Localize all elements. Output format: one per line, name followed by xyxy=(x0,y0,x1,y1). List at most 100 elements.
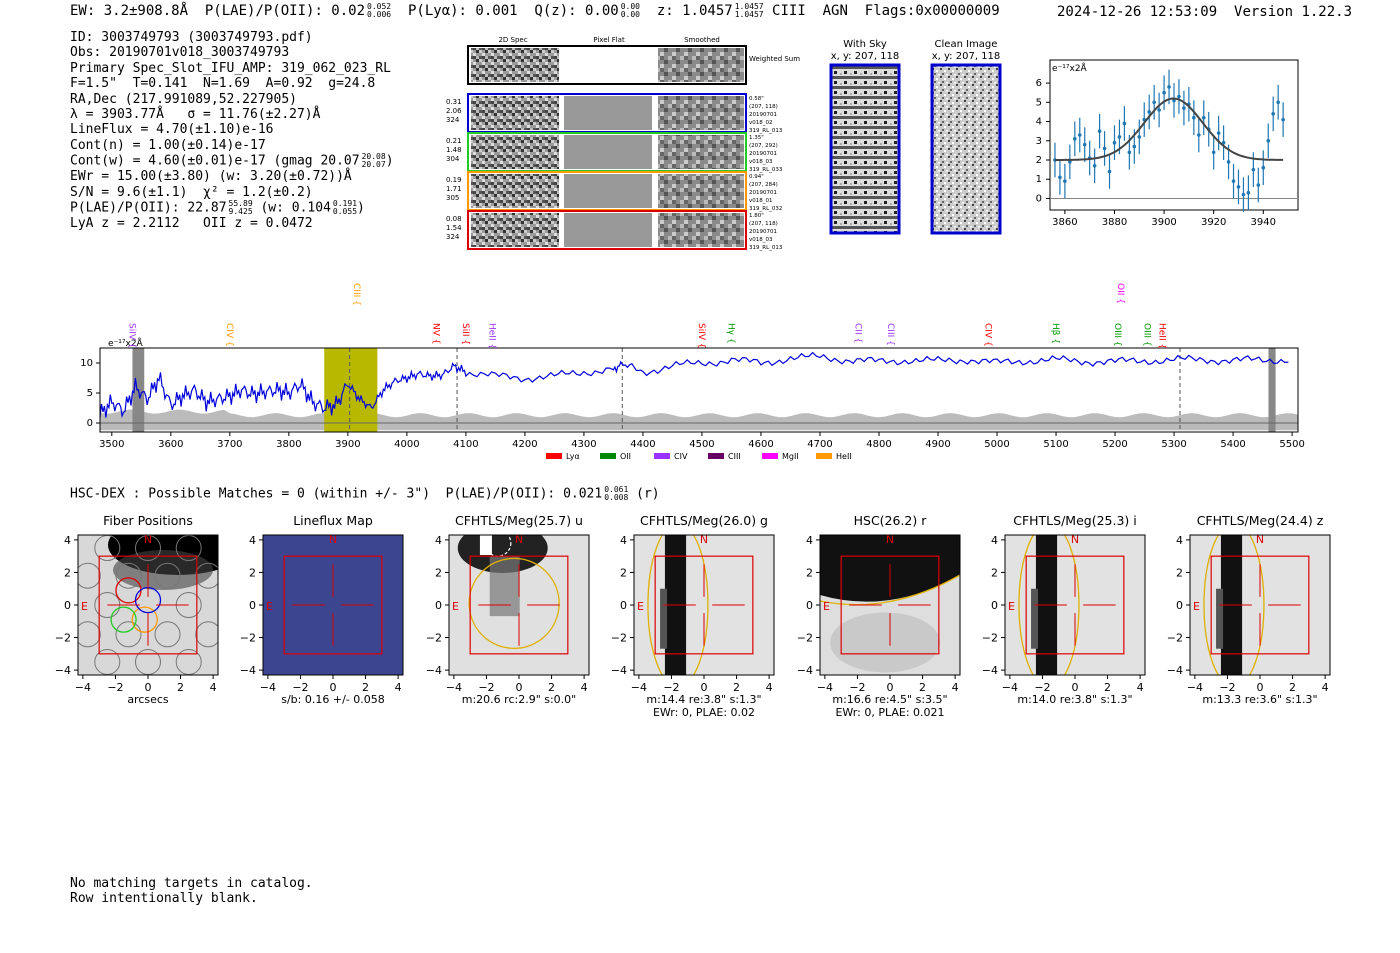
cutout-stat: 1.71 xyxy=(446,185,462,193)
cutout-meta: 20190701 xyxy=(749,229,777,235)
data-point xyxy=(1127,150,1132,155)
panel-xtick: 0 xyxy=(1072,681,1079,694)
panel-lineflux: Lineflux Map N E −4 −4 −2 −2 0 0 2 2 4 4 s/b: 0.16 +/… xyxy=(240,513,404,706)
data-point xyxy=(1058,175,1062,180)
legend-entry: Lyα xyxy=(546,452,580,461)
aperture-box xyxy=(283,555,383,655)
footer: No matching targets in catalog. Row inten… xyxy=(70,876,313,906)
cutout-stat: 1.48 xyxy=(446,146,462,154)
fiber-cutouts: 2D Spec Pixel Flat Smoothed Weighted Sum… xyxy=(446,36,800,251)
compass-e: E xyxy=(452,600,459,613)
aperture-box xyxy=(469,555,569,655)
panel-title: CFHTLS/Meg(25.7) u xyxy=(455,513,583,528)
line-id-label: SiIV { xyxy=(696,323,706,349)
full-xtick: 4300 xyxy=(571,439,596,450)
timestamp: 2024-12-26 12:53:09 xyxy=(1057,4,1218,20)
panel-xtick: 2 xyxy=(1289,681,1296,694)
compass-n: N xyxy=(1256,533,1264,546)
panel-xtick: −2 xyxy=(292,681,308,694)
cutout-meta: v018_03 xyxy=(749,159,773,165)
full-xtick: 4700 xyxy=(807,439,832,450)
panel-ytick: 0 xyxy=(435,599,442,612)
clean-image-xy: x, y: 207, 118 xyxy=(932,51,1001,62)
panel-sub1: m:16.6 re:4.5" s:3.5" xyxy=(832,693,947,706)
zoom-ytick: 6 xyxy=(1036,78,1042,89)
zoom-ytick: 1 xyxy=(1036,174,1042,185)
version: Version 1.22.3 xyxy=(1234,4,1353,20)
full-xtick: 3500 xyxy=(99,439,124,450)
panel-ytick: −2 xyxy=(982,632,998,645)
panel-xtick: −4 xyxy=(631,681,647,694)
line-id-label: OII { xyxy=(1115,283,1125,304)
data-point xyxy=(1167,85,1171,89)
panel-sub1: arcsecs xyxy=(127,693,169,706)
with-sky-xy: x, y: 207, 118 xyxy=(831,51,900,62)
zoom-xtick: 3900 xyxy=(1151,217,1176,228)
cutout-stat: 0.19 xyxy=(446,176,462,184)
panel-stripe: CFHTLS/Meg(26.0) g N E −4 −4 −2 −2 0 0 2 2 4 4 m:14.4… xyxy=(611,513,775,719)
info-lineflux: LineFlux = 4.70(±1.10)e-16 xyxy=(70,122,274,138)
panel-ytick: 2 xyxy=(806,566,813,579)
compass-n: N xyxy=(700,533,708,546)
panel-ytick: −4 xyxy=(982,664,998,677)
data-point xyxy=(1112,140,1117,145)
info-ewr: EWr = 15.00(±3.80) (w: 3.20(±0.72))Å xyxy=(70,169,352,185)
line-id-label: CIV { xyxy=(224,323,234,347)
header-pixel-flat: Pixel Flat xyxy=(593,36,625,44)
panel-ytick: 2 xyxy=(991,566,998,579)
panel-ytick: −4 xyxy=(1167,664,1183,677)
zoom-ytick: 3 xyxy=(1036,136,1042,147)
timestamp-version: 2024-12-26 12:53:09 Version 1.22.3 xyxy=(1057,4,1352,20)
data-point xyxy=(1107,169,1112,174)
panel-xtick: 4 xyxy=(1322,681,1329,694)
info-obs: Obs: 20190701v018_3003749793 xyxy=(70,45,290,61)
cutout-meta: (207, 118) xyxy=(749,104,778,110)
panel-xtick: 0 xyxy=(887,681,894,694)
zoom-frame xyxy=(1049,59,1299,211)
cutout-stat: 0.21 xyxy=(446,137,462,145)
panel-xtick: −2 xyxy=(1219,681,1235,694)
compass-e: E xyxy=(1008,600,1015,613)
data-point xyxy=(1102,146,1107,151)
panel-sub1: m:20.6 rc:2.9" s:0.0" xyxy=(462,693,577,706)
data-point xyxy=(1256,183,1261,187)
panel-xtick: −4 xyxy=(1187,681,1203,694)
cutout-meta: 1.35" xyxy=(749,135,764,141)
panel-xtick: 0 xyxy=(516,681,523,694)
line-id-label: CIII { xyxy=(351,283,361,306)
panel-ytick: 0 xyxy=(64,599,71,612)
full-xtick: 5200 xyxy=(1102,439,1127,450)
panel-ytick: −2 xyxy=(611,632,627,645)
cutout-stat: 324 xyxy=(446,116,460,124)
full-xtick: 3700 xyxy=(217,439,242,450)
data-point xyxy=(1271,112,1275,116)
data-point xyxy=(1226,160,1231,164)
data-point xyxy=(1246,190,1251,195)
panel-xtick: 0 xyxy=(1257,681,1264,694)
footer-line-2: Row intentionally blank. xyxy=(70,891,258,906)
panel-ytick: 2 xyxy=(1176,566,1183,579)
panel-ytick: 0 xyxy=(991,599,998,612)
panel-xtick: 0 xyxy=(145,681,152,694)
cutout-meta: 319_RL_032 xyxy=(749,206,782,212)
full-xtick: 3900 xyxy=(335,439,360,450)
cutout-meta: 0.58" xyxy=(749,96,764,102)
imaging-panels: Fiber Positions N E −4 −4 −2 −2 0 0 2 2 4 4 arcsecs Li… xyxy=(55,513,1331,719)
data-point xyxy=(1261,165,1266,170)
data-point xyxy=(1152,100,1156,105)
data-point xyxy=(1276,100,1280,105)
gaussian-fit xyxy=(1055,97,1284,161)
cutout-meta: v018_01 xyxy=(749,198,773,204)
panel-ytick: −2 xyxy=(797,632,813,645)
data-point xyxy=(1068,160,1072,164)
line-id-label: CIII { xyxy=(885,323,895,346)
weighted-sum-row: Weighted Sum xyxy=(467,45,800,85)
data-point xyxy=(1162,90,1166,95)
full-xtick: 3600 xyxy=(158,439,183,450)
full-unit-label: e⁻¹⁷x2Å xyxy=(108,337,144,349)
aperture-box xyxy=(1210,555,1310,655)
data-point xyxy=(1122,121,1127,126)
